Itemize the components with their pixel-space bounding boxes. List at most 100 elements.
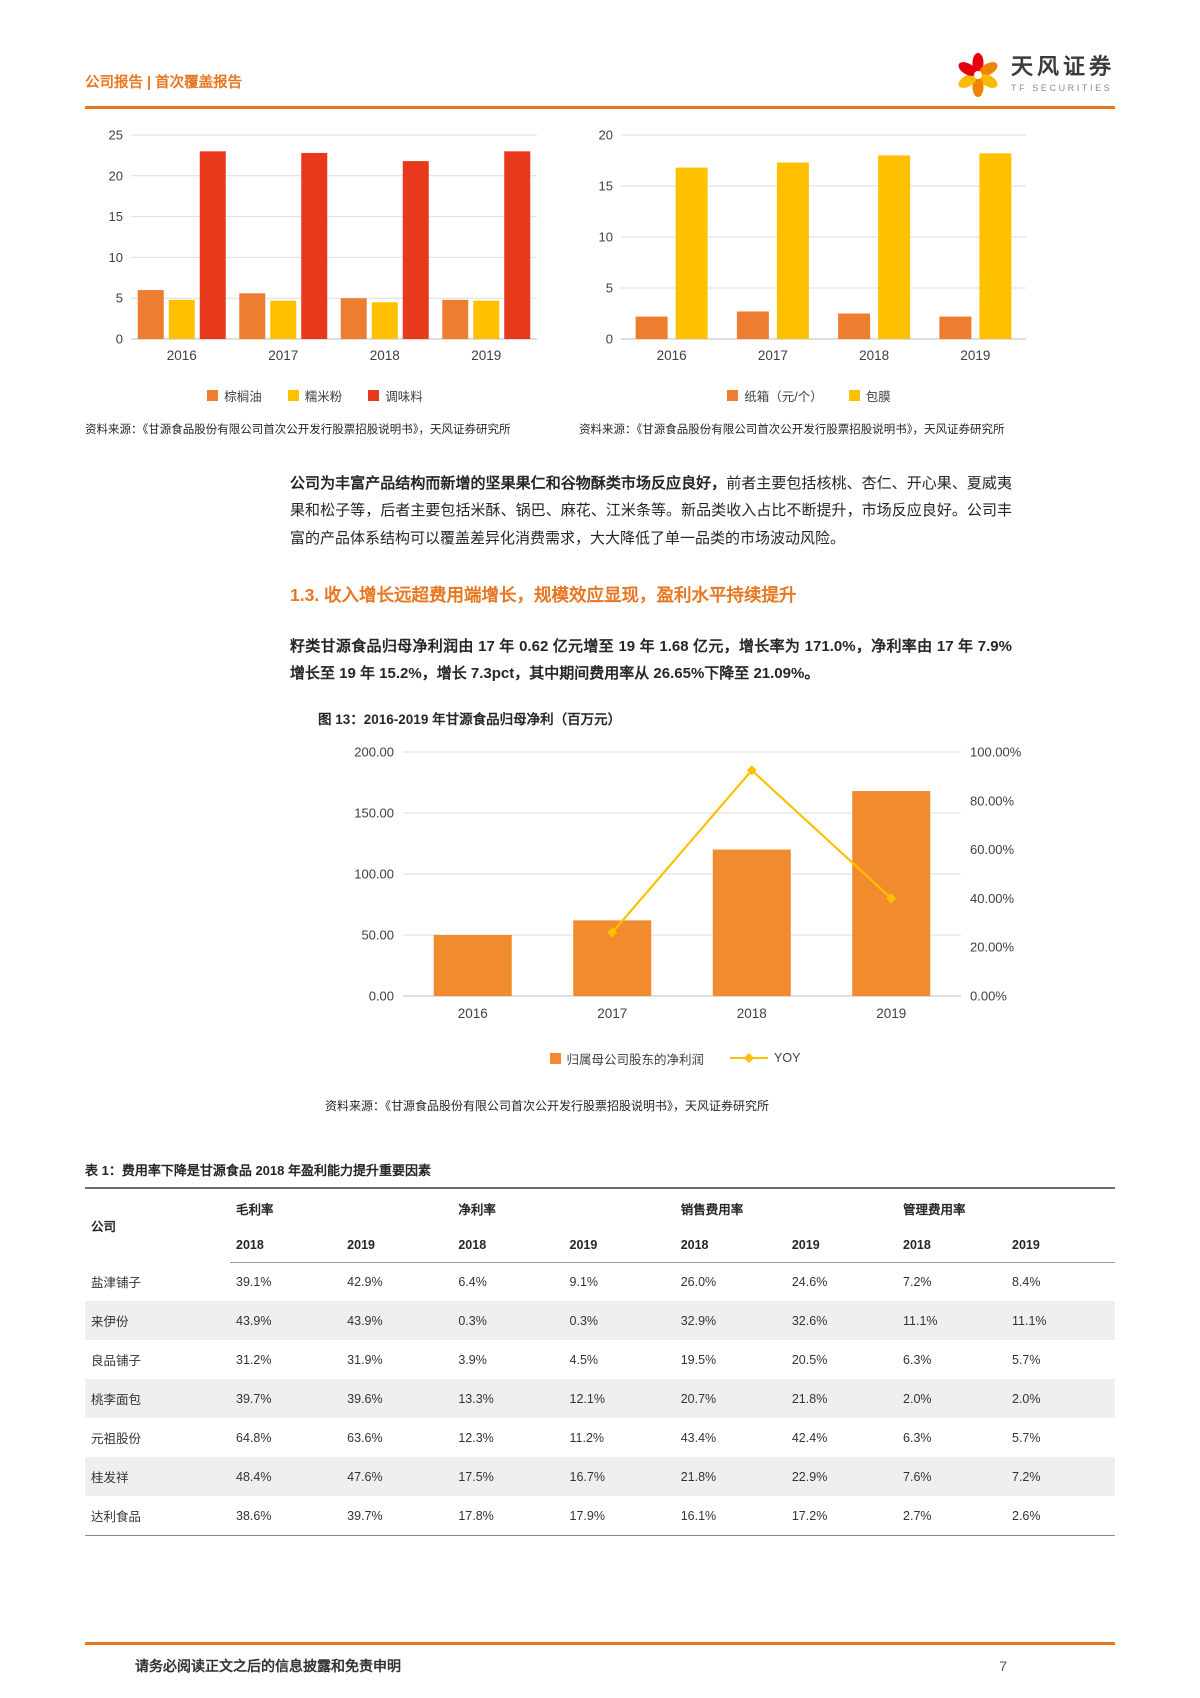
- value-cell: 16.1%: [680, 1508, 717, 1523]
- top-charts-row: 0 5 10 15 20 25 2016 2017 2018 2019 棕榈油 糯米粉 调味料 资料来…: [85, 123, 1115, 444]
- legend-label: 调味料: [385, 390, 423, 404]
- brand-name-en: TF SECURITIES: [1010, 82, 1113, 93]
- value-cell: 24.6%: [791, 1274, 828, 1289]
- y2-tick-label: 20.00%: [970, 939, 1015, 954]
- legend-item: 归属母公司股东的净利润: [549, 1049, 705, 1068]
- legend-label: 包膜: [865, 390, 891, 404]
- value-cell: 21.8%: [791, 1391, 828, 1406]
- y-tick-label: 20: [599, 128, 613, 143]
- table-row: 元祖股份 64.8% 63.6% 12.3% 11.2% 43.4% 42.4% 6.3% 5.…: [85, 1418, 1115, 1457]
- company-cell: 来伊份: [91, 1315, 129, 1330]
- legend-item: 调味料: [368, 386, 423, 405]
- bar: [137, 290, 164, 339]
- company-cell: 桃李面包: [91, 1393, 142, 1408]
- value-cell: 17.9%: [569, 1508, 605, 1523]
- section-heading-1-3: 1.3. 收入增长远超费用端增长，规模效应显现，盈利水平持续提升: [290, 584, 797, 605]
- paragraph-profit-growth: 籽类甘源食品归母净利润由 17 年 0.62 亿元增至 19 年 1.68 亿元…: [290, 637, 1012, 683]
- legend-label: 纸箱（元/个）: [744, 390, 823, 404]
- table-body: 盐津铺子 39.1% 42.9% 6.4% 9.1% 26.0% 24.6% 7.2% 8.4%…: [85, 1262, 1115, 1536]
- x-tick-label: 2017: [268, 348, 298, 363]
- value-cell: 43.9%: [347, 1313, 383, 1328]
- brand-text-block: 天风证券 TF SECURITIES: [1010, 54, 1115, 93]
- page-footer: 请务必阅读正文之后的信息披露和免责申明 7: [85, 1642, 1115, 1676]
- source-note-figure-13: 资料来源：《甘源食品股份有限公司首次公开发行股票招股说明书》，天风证券研究所: [325, 1098, 770, 1113]
- bar: [838, 313, 871, 339]
- value-cell: 7.6%: [903, 1469, 932, 1484]
- col-header-year: 2018: [674, 1227, 786, 1263]
- legend-label: 归属母公司股东的净利润: [566, 1052, 705, 1067]
- y2-tick-label: 60.00%: [970, 842, 1015, 857]
- net-profit-bar: [712, 849, 791, 996]
- disclaimer-text: 请务必阅读正文之后的信息披露和免责申明: [135, 1658, 401, 1674]
- x-tick-label: 2018: [370, 348, 400, 363]
- value-cell: 43.4%: [680, 1430, 717, 1445]
- peer-comparison-table: 公司 毛利率 净利率 销售费用率 管理费用率 2018 2019 2018 20…: [85, 1186, 1115, 1537]
- y-tick-label: 150.00: [354, 805, 394, 820]
- brand-name: 天风证券: [1010, 54, 1115, 80]
- yoy-marker-diamond: [746, 764, 757, 775]
- y-tick-label: 20: [109, 168, 123, 183]
- header-divider: [85, 106, 1115, 109]
- y-tick-label: 100.00: [354, 866, 394, 881]
- value-cell: 6.4%: [458, 1274, 487, 1289]
- company-cell: 达利食品: [91, 1510, 142, 1525]
- value-cell: 32.9%: [680, 1313, 717, 1328]
- table-row: 盐津铺子 39.1% 42.9% 6.4% 9.1% 26.0% 24.6% 7.2% 8.4%: [85, 1262, 1115, 1301]
- value-cell: 26.0%: [680, 1274, 717, 1289]
- value-cell: 31.2%: [236, 1352, 272, 1367]
- company-cell: 盐津铺子: [91, 1276, 142, 1291]
- value-cell: 19.5%: [680, 1352, 717, 1367]
- value-cell: 0.3%: [569, 1313, 599, 1328]
- value-cell: 9.1%: [569, 1274, 599, 1289]
- table-row: 桃李面包 39.7% 39.6% 13.3% 12.1% 20.7% 21.8% 2.0% 2.…: [85, 1379, 1115, 1419]
- x-tick-label: 2016: [167, 348, 197, 363]
- value-cell: 3.9%: [458, 1352, 487, 1367]
- bar: [402, 161, 429, 339]
- source-note-right: 资料来源：《甘源食品股份有限公司首次公开发行股票招股说明书》，天风证券研究所: [579, 424, 1005, 436]
- table-row: 桂发祥 48.4% 47.6% 17.5% 16.7% 21.8% 22.9% 7.6% 7.2…: [85, 1457, 1115, 1497]
- legend-item: YOY: [730, 1051, 800, 1065]
- source-note-left: 资料来源：《甘源食品股份有限公司首次公开发行股票招股说明书》，天风证券研究所: [85, 424, 511, 436]
- value-cell: 31.9%: [347, 1352, 383, 1367]
- x-tick-label: 2016: [458, 1006, 488, 1021]
- value-cell: 47.6%: [347, 1469, 383, 1484]
- col-header-year: 2019: [341, 1227, 453, 1263]
- bar: [635, 316, 668, 339]
- raw-material-cost-chart-block: 0 5 10 15 20 25 2016 2017 2018 2019 棕榈油 糯米粉 调味料 资料来…: [85, 123, 545, 444]
- x-tick-label: 2016: [657, 348, 687, 363]
- figure-13-chart-block: 0.00 50.00 100.00 150.00 200.00 0.00% 20.00% 40…: [325, 740, 1025, 1068]
- col-header-year: 2018: [230, 1227, 342, 1263]
- value-cell: 2.6%: [1012, 1508, 1041, 1523]
- col-header-year: 2019: [1006, 1227, 1115, 1263]
- bar: [939, 316, 972, 339]
- col-header-year: 2019: [563, 1227, 675, 1263]
- bar: [736, 311, 769, 339]
- col-header-company: 公司: [91, 1219, 117, 1234]
- table-row: 来伊份 43.9% 43.9% 0.3% 0.3% 32.9% 32.6% 11.1% 11.1…: [85, 1301, 1115, 1341]
- value-cell: 42.4%: [791, 1430, 828, 1445]
- legend-label: YOY: [774, 1051, 801, 1065]
- value-cell: 11.1%: [1012, 1313, 1047, 1328]
- bar: [442, 299, 469, 339]
- value-cell: 42.9%: [347, 1274, 383, 1289]
- y-tick-label: 5: [606, 281, 613, 296]
- value-cell: 0.3%: [458, 1313, 487, 1328]
- value-cell: 16.7%: [569, 1469, 605, 1484]
- bar: [776, 162, 809, 339]
- x-tick-label: 2017: [758, 348, 788, 363]
- value-cell: 39.7%: [347, 1508, 383, 1523]
- col-group-admin-expense-ratio: 管理费用率: [903, 1202, 966, 1217]
- value-cell: 17.5%: [458, 1469, 494, 1484]
- col-header-year: 2018: [897, 1227, 1006, 1263]
- col-group-net-margin: 净利率: [458, 1202, 496, 1217]
- value-cell: 12.1%: [569, 1391, 605, 1406]
- legend-swatch-icon: [848, 390, 860, 401]
- legend-swatch-icon: [368, 390, 380, 401]
- col-header-year: 2019: [785, 1227, 898, 1263]
- value-cell: 5.7%: [1012, 1430, 1041, 1445]
- y2-tick-label: 80.00%: [970, 793, 1015, 808]
- value-cell: 43.9%: [236, 1313, 272, 1328]
- packaging-cost-bar-chart: 0 5 10 15 20 2016 2017 2018 2019: [599, 128, 1026, 363]
- value-cell: 39.7%: [236, 1391, 272, 1406]
